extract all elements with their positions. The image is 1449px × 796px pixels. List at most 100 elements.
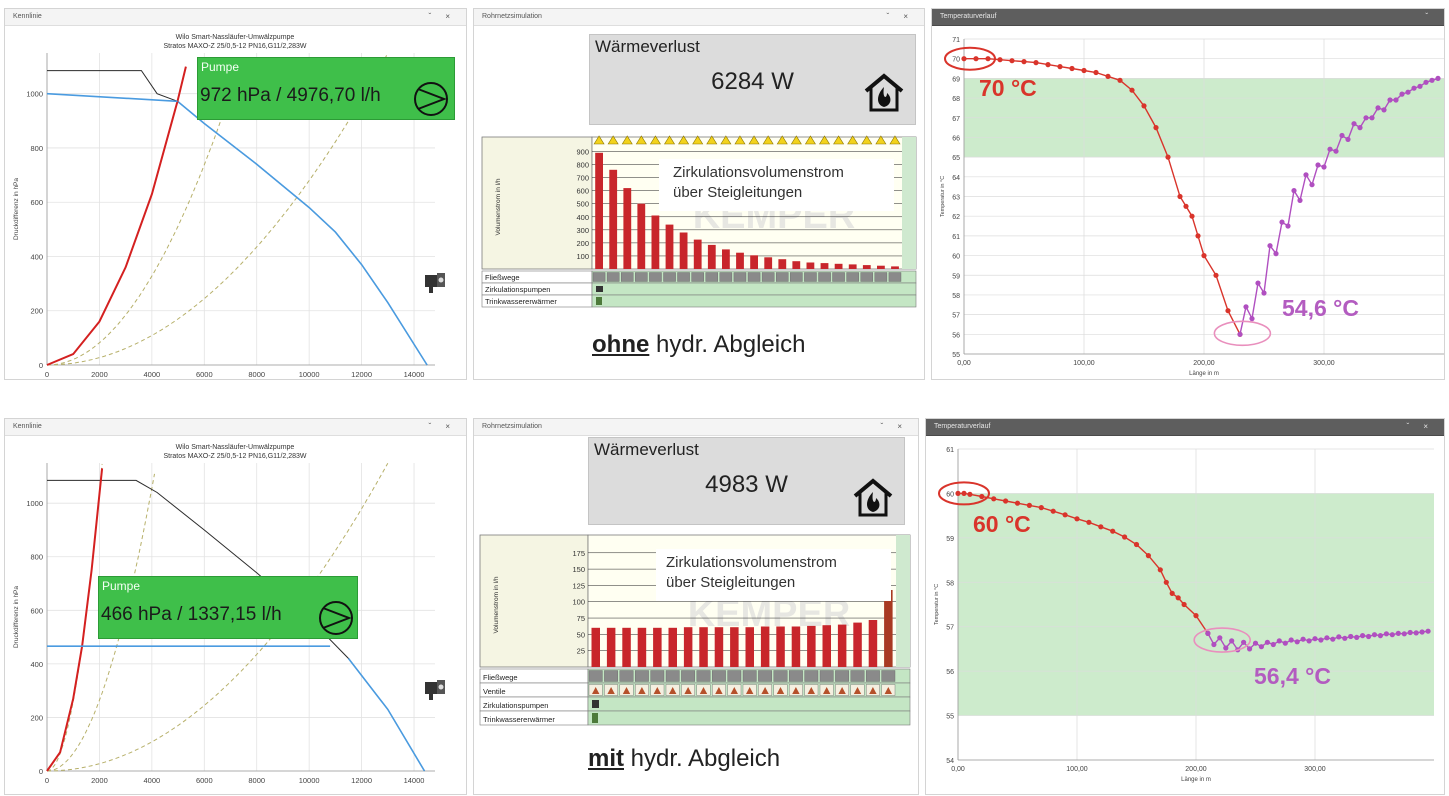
flow-title-line2: über Steigleitungen [666,574,796,591]
x-tick-label: 10000 [299,776,320,785]
y-tick-label: 58 [946,580,954,587]
panel-header[interactable]: Rohrnetzsimulation ˇ × [474,419,918,436]
risers-temperature-point [1309,182,1315,188]
flow-path-cell [650,670,665,682]
caption-bold: mit [588,745,624,772]
flow-bar [637,627,647,667]
risers-temperature-point [1342,635,1348,641]
main-temperature-point [997,57,1003,63]
row-label: Zirkulationspumpen [485,285,550,294]
waermeverlust-box: Wärmeverlust 4983 W [588,437,905,525]
flow-path-cell [606,272,620,282]
window-controls[interactable]: ˇ × [428,422,456,431]
start-temperature-ellipse [938,481,990,506]
warning-triangle-icon [593,135,605,145]
flow-path-cell [832,272,845,282]
flow-path-cell [850,670,865,682]
panel-header[interactable]: Kennlinie ˇ × [5,9,466,26]
x-tick-label: 12000 [351,776,372,785]
main-temperature-point [979,493,985,500]
window-controls[interactable]: ˇ × [1406,422,1434,431]
risers-temperature-point [1417,83,1423,89]
risers-temperature-point [1324,635,1330,641]
warning-triangle-icon [833,135,845,145]
kennlinie-panel-top: Kennlinie ˇ × Wilo Smart-Nassläufer-Umwäl… [4,8,467,380]
window-controls[interactable]: ˇ × [886,12,914,21]
risers-temperature-point [1387,97,1393,103]
risers-temperature-point [1261,290,1267,296]
x-tick-label: 2000 [91,370,108,379]
valve-icon [746,687,754,694]
risers-temperature-point [1360,633,1366,639]
flow-path-cell [719,272,733,282]
y-tick-label: 800 [30,553,43,562]
window-controls[interactable]: ˇ × [428,12,456,21]
risers-temperature-point [1366,633,1372,640]
pump-small-icon [596,286,603,292]
risers-temperature-point [1297,197,1303,203]
flow-bar [778,259,787,269]
risers-temperature-point [1354,634,1360,640]
panel-header[interactable]: Temperaturverlauf ˇ × [926,419,1444,436]
chart-title: Wilo Smart-Nassläufer-Umwälzpumpe Strato… [115,443,355,461]
main-temperature-point [1193,613,1199,619]
flow-bar [750,255,758,269]
y-tick-label: 175 [572,549,585,558]
risers-temperature-point [1255,280,1261,286]
risers-temperature-point [1288,637,1294,643]
y-tick-label: 125 [572,581,585,590]
y-tick-label: 100 [572,598,585,607]
y-tick-label: 400 [30,660,43,669]
x-tick-label: 10000 [299,370,320,379]
heater-small-icon [592,713,598,723]
flow-bar [693,239,702,269]
min-temperature-ellipse [1213,320,1272,347]
main-temperature-point [991,496,997,502]
valve-icon [653,687,661,694]
risers-temperature-point [1327,146,1333,152]
rohrnetz-panel-bottom: Rohrnetzsimulation ˇ × Wärmeverlust 4983 … [473,418,919,795]
operating-curve-line [46,92,178,103]
flow-bar [834,263,843,269]
risers-temperature-point [1429,77,1435,83]
panel-title: Kennlinie [13,423,42,430]
warning-triangle-icon [734,135,746,145]
warning-triangle-icon [762,135,774,145]
row-content-cell [591,282,917,296]
chart-title: Wilo Smart-Nassläufer-Umwälzpumpe Strato… [115,33,355,51]
main-temperature-point [973,56,979,62]
panel-header[interactable]: Temperaturverlauf ˇ [932,9,1444,26]
warning-triangle-icon [720,135,732,145]
waermeverlust-value: 6284 W [711,68,794,95]
x-tick-label: 0 [45,776,49,785]
x-tick-label: 100,00 [1073,360,1095,367]
chart-subtitle: Stratos MAXO-Z 25/0,5-12 PN16,G11/2,283W [163,453,307,460]
pump-curve-operating-segment [347,658,426,772]
risers-temperature-point [1243,304,1249,310]
main-temperature-point [1093,69,1099,76]
flow-path-cell [773,670,788,682]
flow-bar [714,627,724,667]
panel-header[interactable]: Rohrnetzsimulation ˇ × [474,9,924,26]
rohrnetz-panel-top: Rohrnetzsimulation ˇ × Wärmeverlust 6284 … [473,8,925,380]
risers-temperature-point [1267,243,1273,249]
risers-temperature-point [1303,172,1309,178]
y-tick-label: 75 [577,614,585,623]
window-controls[interactable]: ˇ [1425,12,1434,21]
house-flame-icon [853,478,893,517]
flow-path-cell [846,272,859,282]
y-tick-label: 70 [952,57,960,64]
main-temperature-point [1122,534,1128,540]
pump-info-box: Pumpe 972 hPa / 4976,70 l/h [197,57,455,120]
risers-temperature-point [1247,646,1253,652]
flow-chart-title: Zirkulationsvolumenstrom über Steigleitu… [656,549,891,601]
flow-path-cell [819,670,834,682]
dashed-system-curve [46,473,155,772]
y-tick-label: 68 [952,96,960,103]
window-controls[interactable]: ˇ × [880,422,908,431]
y-tick-label: 400 [576,213,589,222]
waermeverlust-value: 4983 W [705,471,788,498]
x-tick-label: 8000 [248,370,265,379]
row-label: Fließwege [485,273,520,282]
panel-header[interactable]: Kennlinie ˇ × [5,419,466,436]
